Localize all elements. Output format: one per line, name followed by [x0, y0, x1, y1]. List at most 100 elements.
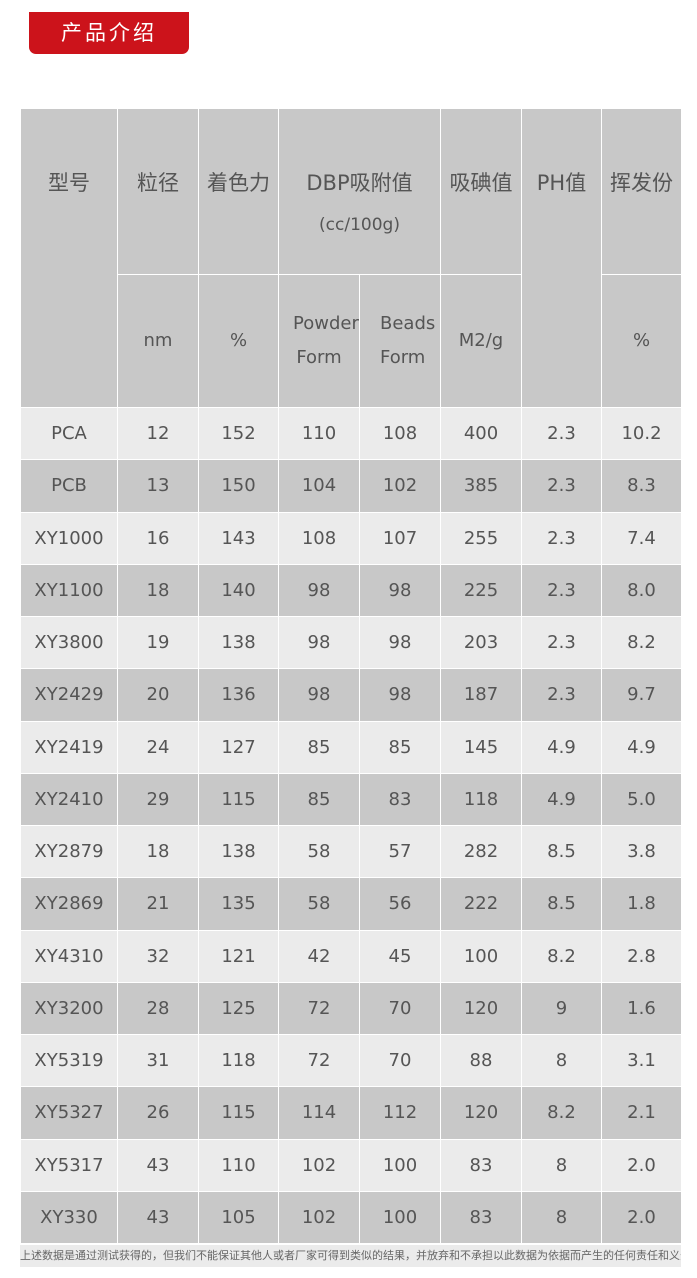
cell-tint: 152: [198, 406, 279, 461]
header-ph: PH值: [521, 108, 602, 408]
cell-dbp-beads: 70: [359, 981, 441, 1036]
cell-dbp-powder: 104: [278, 459, 360, 513]
cell-dbp-beads: 98: [359, 668, 441, 722]
cell-dbp-powder: 98: [278, 615, 360, 670]
header-volatile: 挥发份: [601, 108, 682, 275]
cell-dbp-beads: 100: [359, 1138, 441, 1192]
cell-iodine: 145: [440, 720, 522, 774]
cell-iodine: 118: [440, 772, 522, 827]
cell-volatile: 2.1: [601, 1086, 682, 1140]
cell-model: XY5319: [20, 1033, 118, 1088]
cell-model: XY2869: [20, 877, 118, 931]
cell-dbp-beads: 100: [359, 1190, 441, 1245]
cell-particle: 19: [117, 615, 199, 670]
header-dbp-unit: (cc/100g): [319, 215, 400, 235]
cell-dbp-beads: 98: [359, 615, 441, 670]
cell-tint: 105: [198, 1190, 279, 1245]
unit-volatile: %: [601, 274, 682, 408]
cell-model: XY3800: [20, 615, 118, 670]
cell-dbp-powder: 85: [278, 720, 360, 774]
cell-dbp-powder: 98: [278, 563, 360, 618]
header-row-1: 型号 粒径 着色力 DBP吸附值 (cc/100g) 吸碘值 PH值 挥发份: [20, 108, 682, 408]
table-row: XY1100 18 140 98 98 225 2.3 8.0: [20, 563, 682, 618]
cell-particle: 21: [117, 877, 199, 931]
cell-tint: 138: [198, 615, 279, 670]
table-row: XY1000 16 143 108 107 255 2.3 7.4: [20, 511, 682, 565]
cell-dbp-powder: 72: [278, 981, 360, 1036]
cell-particle: 12: [117, 406, 199, 461]
cell-volatile: 9.7: [601, 668, 682, 722]
cell-dbp-powder: 114: [278, 1086, 360, 1140]
unit-iodine: M2/g: [440, 274, 522, 408]
table-row: XY5319 31 118 72 70 88 8 3.1: [20, 1033, 682, 1088]
cell-tint: 138: [198, 824, 279, 879]
cell-dbp-powder: 58: [278, 877, 360, 931]
cell-dbp-beads: 112: [359, 1086, 441, 1140]
cell-iodine: 203: [440, 615, 522, 670]
cell-iodine: 120: [440, 981, 522, 1036]
cell-model: XY2429: [20, 668, 118, 722]
cell-model: XY330: [20, 1190, 118, 1245]
cell-ph: 2.3: [521, 459, 602, 513]
cell-volatile: 8.0: [601, 563, 682, 618]
cell-dbp-powder: 102: [278, 1190, 360, 1245]
cell-ph: 2.3: [521, 668, 602, 722]
header-tint: 着色力: [198, 108, 279, 275]
header-powder: Powder Form: [278, 274, 360, 408]
cell-volatile: 3.8: [601, 824, 682, 879]
table-row: XY5327 26 115 114 112 120 8.2 2.1: [20, 1086, 682, 1140]
cell-tint: 127: [198, 720, 279, 774]
product-spec-table: 型号 粒径 着色力 DBP吸附值 (cc/100g) 吸碘值 PH值 挥发份 n…: [20, 108, 682, 1245]
cell-ph: 8.2: [521, 1086, 602, 1140]
cell-volatile: 8.3: [601, 459, 682, 513]
cell-tint: 115: [198, 772, 279, 827]
table-row: XY2410 29 115 85 83 118 4.9 5.0: [20, 772, 682, 827]
cell-ph: 2.3: [521, 615, 602, 670]
cell-ph: 8.2: [521, 929, 602, 983]
cell-tint: 118: [198, 1033, 279, 1088]
cell-ph: 8: [521, 1033, 602, 1088]
cell-dbp-beads: 57: [359, 824, 441, 879]
cell-dbp-beads: 83: [359, 772, 441, 827]
cell-tint: 121: [198, 929, 279, 983]
cell-iodine: 225: [440, 563, 522, 618]
unit-particle: nm: [117, 274, 199, 408]
cell-tint: 110: [198, 1138, 279, 1192]
cell-particle: 26: [117, 1086, 199, 1140]
unit-tint: %: [198, 274, 279, 408]
cell-ph: 8: [521, 1138, 602, 1192]
cell-volatile: 4.9: [601, 720, 682, 774]
cell-dbp-beads: 102: [359, 459, 441, 513]
cell-iodine: 385: [440, 459, 522, 513]
cell-iodine: 88: [440, 1033, 522, 1088]
cell-dbp-beads: 107: [359, 511, 441, 565]
cell-dbp-powder: 58: [278, 824, 360, 879]
table-row: XY2419 24 127 85 85 145 4.9 4.9: [20, 720, 682, 774]
cell-iodine: 222: [440, 877, 522, 931]
cell-ph: 8: [521, 1190, 602, 1245]
cell-volatile: 1.6: [601, 981, 682, 1036]
cell-particle: 20: [117, 668, 199, 722]
section-tab: 产品介绍: [29, 12, 189, 54]
cell-volatile: 3.1: [601, 1033, 682, 1088]
cell-ph: 4.9: [521, 772, 602, 827]
cell-iodine: 400: [440, 406, 522, 461]
cell-iodine: 282: [440, 824, 522, 879]
table-row: XY3800 19 138 98 98 203 2.3 8.2: [20, 615, 682, 670]
cell-ph: 9: [521, 981, 602, 1036]
cell-iodine: 83: [440, 1138, 522, 1192]
cell-tint: 125: [198, 981, 279, 1036]
table-row: XY330 43 105 102 100 83 8 2.0: [20, 1190, 682, 1245]
cell-dbp-beads: 98: [359, 563, 441, 618]
cell-model: XY2419: [20, 720, 118, 774]
cell-model: XY5327: [20, 1086, 118, 1140]
cell-dbp-powder: 72: [278, 1033, 360, 1088]
cell-model: XY2410: [20, 772, 118, 827]
cell-particle: 32: [117, 929, 199, 983]
cell-dbp-powder: 102: [278, 1138, 360, 1192]
cell-particle: 28: [117, 981, 199, 1036]
cell-ph: 8.5: [521, 877, 602, 931]
cell-dbp-powder: 42: [278, 929, 360, 983]
table-row: XY3200 28 125 72 70 120 9 1.6: [20, 981, 682, 1036]
cell-ph: 2.3: [521, 563, 602, 618]
